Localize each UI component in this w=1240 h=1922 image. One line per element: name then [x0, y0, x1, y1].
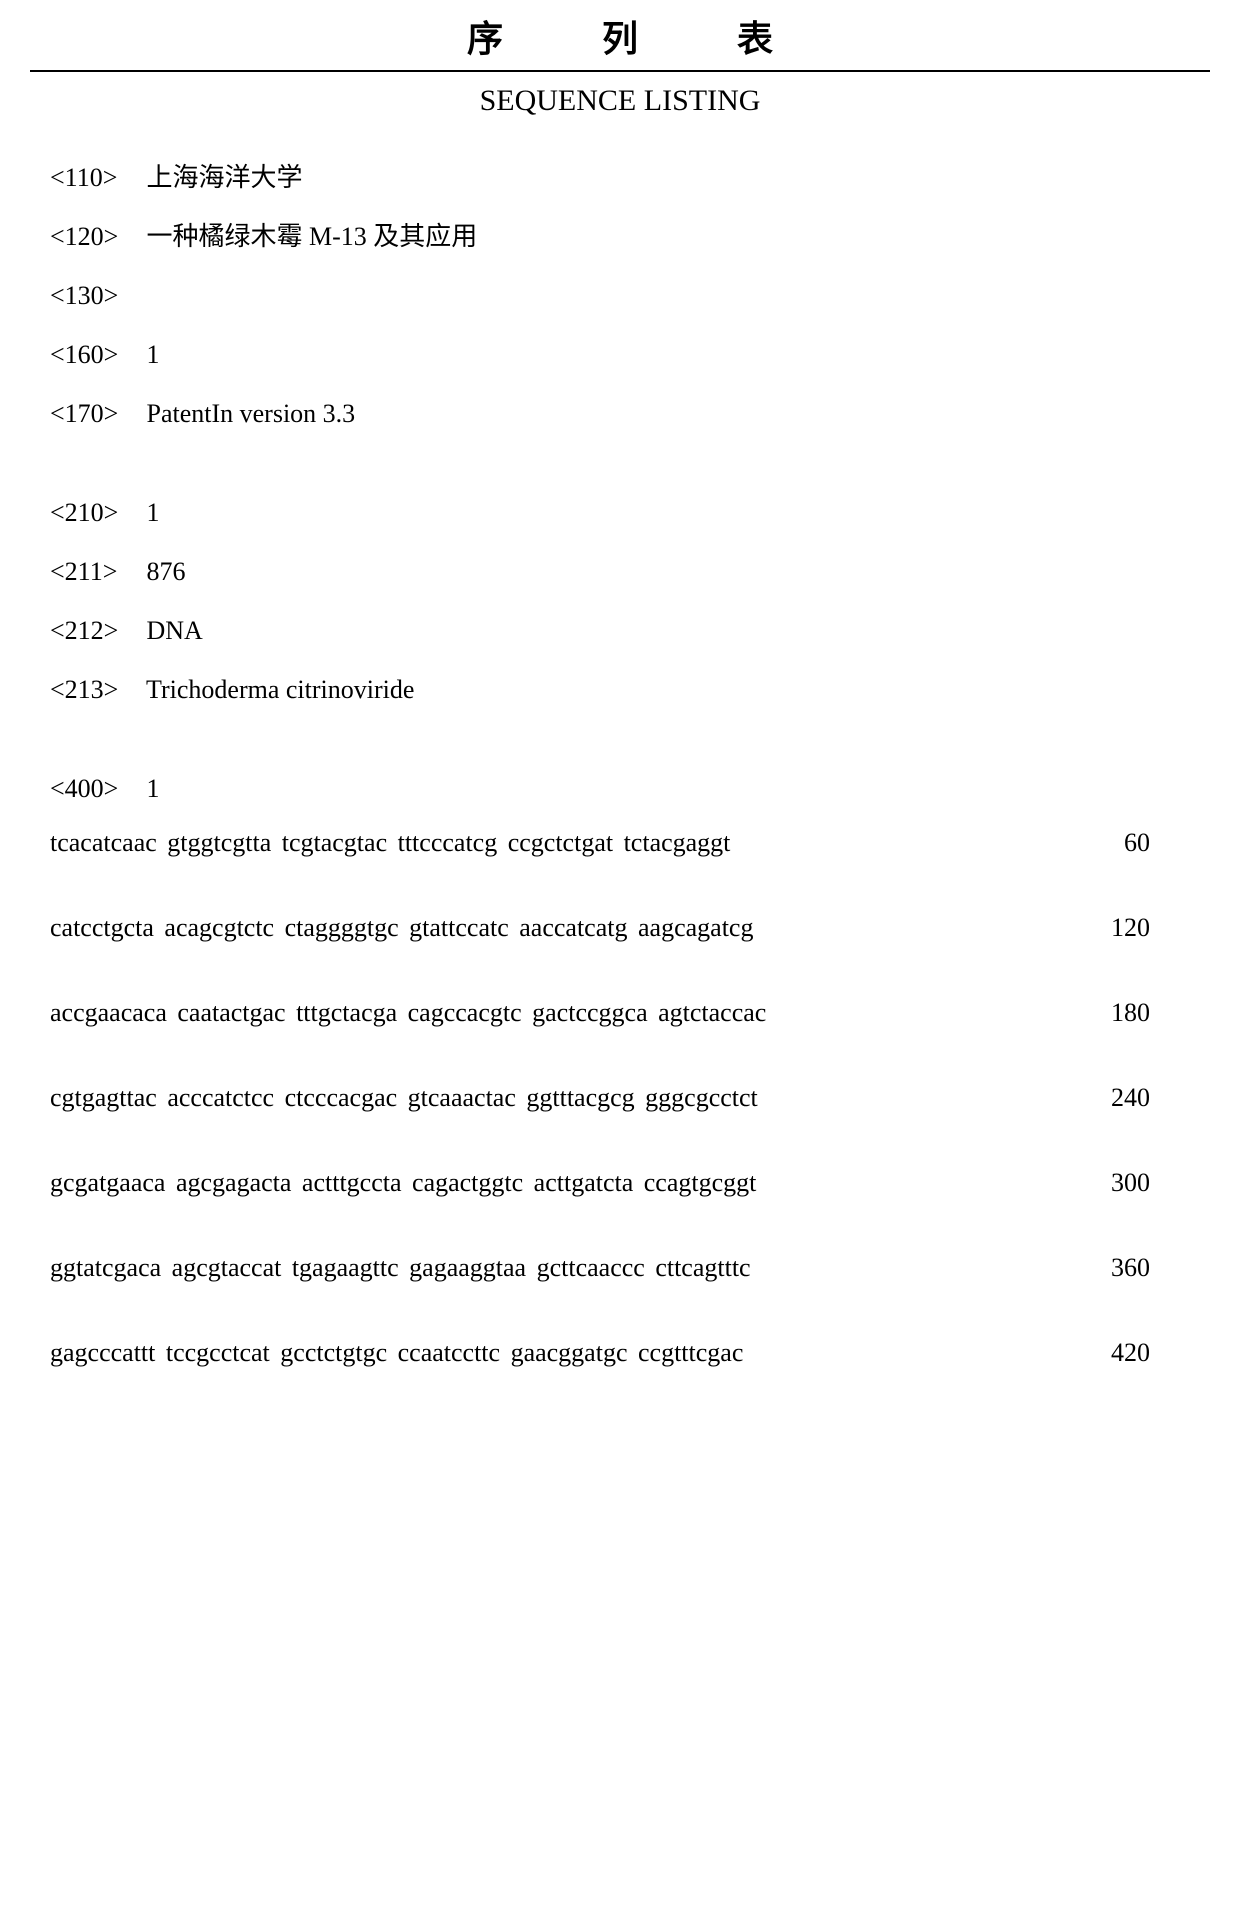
sequence-number: 360	[1090, 1253, 1150, 1283]
sequence-text: tcacatcaac gtggtcgtta tcgtacgtac tttccca…	[50, 828, 730, 858]
entry-tag: <210>	[50, 493, 140, 532]
header-entry: <170> PatentIn version 3.3	[50, 394, 1190, 433]
entry-tag: <120>	[50, 217, 140, 256]
entry-value: 1	[147, 498, 160, 527]
sequence-text: cgtgagttac acccatctcc ctcccacgac gtcaaac…	[50, 1083, 758, 1113]
entry-value: PatentIn version 3.3	[147, 399, 356, 428]
sequence-line: gcgatgaaca agcgagacta actttgccta cagactg…	[50, 1168, 1190, 1198]
entry-tag: <212>	[50, 611, 140, 650]
entry-value: 876	[147, 557, 186, 586]
sequence-text: accgaacaca caatactgac tttgctacga cagccac…	[50, 998, 766, 1028]
entry-tag: <211>	[50, 552, 140, 591]
entry-tag: <213>	[50, 670, 140, 709]
sequence-number: 240	[1090, 1083, 1150, 1113]
entry-tag: <170>	[50, 394, 140, 433]
subtitle: SEQUENCE LISTING	[30, 72, 1210, 158]
entry-value: Trichoderma citrinoviride	[146, 675, 414, 704]
entry-tag: <130>	[50, 276, 140, 315]
entry-value: 1	[147, 340, 160, 369]
sequence-line: ggtatcgaca agcgtaccat tgagaagttc gagaagg…	[50, 1253, 1190, 1283]
sequence-text: gagcccattt tccgcctcat gcctctgtgc ccaatcc…	[50, 1338, 743, 1368]
content-section: <110> 上海海洋大学 <120> 一种橘绿木霉 M-13 及其应用 <130…	[30, 158, 1210, 1368]
entry-value: 一种橘绿木霉 M-13 及其应用	[147, 222, 478, 251]
sequence-text: ggtatcgaca agcgtaccat tgagaagttc gagaagg…	[50, 1253, 751, 1283]
sequence-text: gcgatgaaca agcgagacta actttgccta cagactg…	[50, 1168, 756, 1198]
sequence-start-entry: <400> 1	[50, 769, 1190, 808]
page-container: 序 列 表 SEQUENCE LISTING <110> 上海海洋大学 <120…	[0, 0, 1240, 1453]
entry-tag: <110>	[50, 158, 140, 197]
sequence-number: 300	[1090, 1168, 1150, 1198]
header-entry: <110> 上海海洋大学	[50, 158, 1190, 197]
sequence-text: catcctgcta acagcgtctc ctaggggtgc gtattcc…	[50, 913, 753, 943]
entry-tag: <400>	[50, 769, 140, 808]
sequence-line: gagcccattt tccgcctcat gcctctgtgc ccaatcc…	[50, 1338, 1190, 1368]
sequence-line: cgtgagttac acccatctcc ctcccacgac gtcaaac…	[50, 1083, 1190, 1113]
sequence-info-entry: <213> Trichoderma citrinoviride	[50, 670, 1190, 709]
section-break	[50, 729, 1190, 769]
sequence-line: catcctgcta acagcgtctc ctaggggtgc gtattcc…	[50, 913, 1190, 943]
sequence-number: 420	[1090, 1338, 1150, 1368]
main-title: 序 列 表	[30, 10, 1210, 70]
entry-value: 上海海洋大学	[147, 163, 303, 192]
header-entry: <160> 1	[50, 335, 1190, 374]
header-entry: <130>	[50, 276, 1190, 315]
header-entry: <120> 一种橘绿木霉 M-13 及其应用	[50, 217, 1190, 256]
entry-value: DNA	[147, 616, 203, 645]
section-break	[50, 453, 1190, 493]
entry-value: 1	[147, 774, 160, 803]
sequence-info-entry: <210> 1	[50, 493, 1190, 532]
sequence-number: 60	[1090, 828, 1150, 858]
sequence-line: accgaacaca caatactgac tttgctacga cagccac…	[50, 998, 1190, 1028]
sequence-number: 180	[1090, 998, 1150, 1028]
sequence-line: tcacatcaac gtggtcgtta tcgtacgtac tttccca…	[50, 828, 1190, 858]
entry-tag: <160>	[50, 335, 140, 374]
sequence-number: 120	[1090, 913, 1150, 943]
sequence-info-entry: <211> 876	[50, 552, 1190, 591]
sequence-info-entry: <212> DNA	[50, 611, 1190, 650]
